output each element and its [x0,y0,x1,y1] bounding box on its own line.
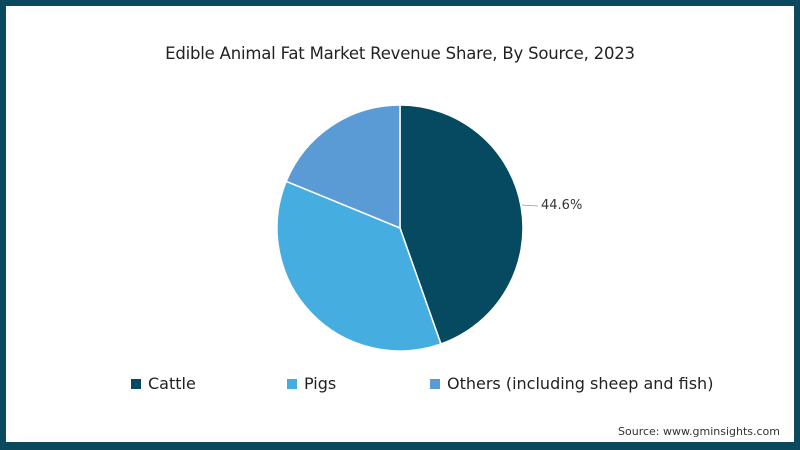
pie-slice-cattle [399,104,524,345]
cattle-swatch-icon [131,378,141,389]
pigs-swatch-icon [287,378,297,389]
legend: Cattle Pigs Others (including sheep and … [0,374,800,398]
source-note: Source: www.gminsights.com [618,425,780,438]
pie-slice-others [285,104,401,230]
cattle-data-label: 44.6% [541,198,583,213]
pie-slice-pigs [276,180,442,352]
label-leader-line [521,204,539,207]
others-swatch-icon [430,378,440,389]
chart-title: Edible Animal Fat Market Revenue Share, … [165,44,635,63]
legend-item-pigs: Pigs [287,374,336,393]
legend-item-cattle: Cattle [131,374,196,393]
legend-item-others: Others (including sheep and fish) [430,374,713,393]
